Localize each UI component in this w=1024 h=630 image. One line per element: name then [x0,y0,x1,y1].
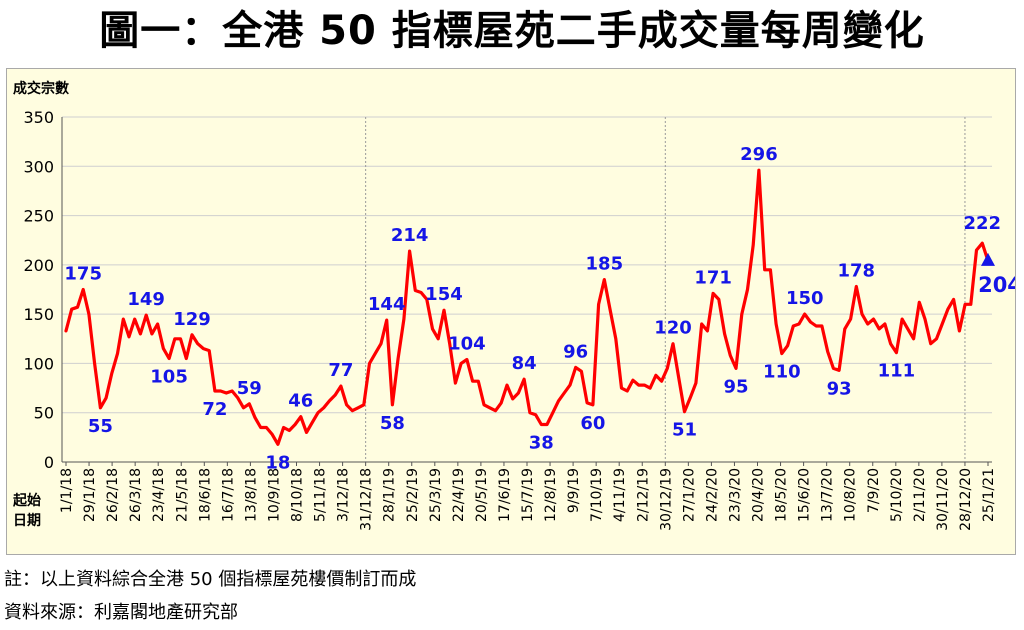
data-label: 93 [827,378,852,399]
x-tick-label: 12/8/19 [543,468,559,522]
y-tick-label: 300 [23,157,54,176]
data-label: 58 [380,413,405,434]
x-tick-label: 18/5/20 [774,468,790,522]
y-tick-label: 150 [23,305,54,324]
data-label: 171 [694,267,732,288]
x-axis-label-group: 起始 日期 [12,492,41,529]
x-tick-label: 2/11/20 [912,468,928,522]
x-tick-label: 10/9/18 [266,468,282,522]
x-tick-label: 24/2/20 [704,468,720,522]
data-label: 175 [64,264,102,285]
x-tick-label: 26/2/18 [105,468,121,522]
x-tick-label: 10/8/20 [843,468,859,522]
x-tick-label: 7/9/20 [866,468,882,513]
x-tick-label: 27/1/20 [681,468,697,522]
x-axis-label-line2: 日期 [13,513,41,529]
data-label: 18 [265,452,290,473]
data-label: 59 [237,378,262,399]
y-tick-label: 100 [23,354,54,373]
x-tick-label: 8/10/18 [290,468,306,522]
footnote: 註：以上資料綜合全港 50 個指標屋苑樓價制訂而成 [4,569,417,590]
x-tick-label: 30/12/19 [658,468,674,531]
data-label: 110 [763,362,801,383]
x-axis-label-line1: 起始 [12,492,41,509]
x-tick-label: 13/7/20 [820,468,836,522]
x-tick-label: 28/12/20 [958,468,974,531]
y-tick-label: 50 [34,404,54,423]
data-label: 105 [150,367,188,388]
x-tick-label: 22/4/19 [451,468,467,522]
x-tick-label: 5/11/18 [313,468,329,522]
x-tick-label: 23/3/20 [727,468,743,522]
x-tick-label: 26/3/18 [128,468,144,522]
data-label: 55 [88,416,113,437]
x-tick-label: 15/6/20 [797,468,813,522]
data-label: 120 [654,318,692,339]
data-label: 84 [512,353,537,374]
data-label: 185 [586,254,624,275]
x-tick-label: 15/7/19 [520,468,536,522]
data-label: 95 [723,376,748,397]
data-label: 111 [878,361,916,382]
x-tick-label: 1/1/18 [59,468,75,513]
chart-title: 圖一：全港 50 指標屋苑二手成交量每周變化 [99,8,925,54]
x-tick-label: 25/2/19 [405,468,421,522]
x-tick-label: 20/4/20 [751,468,767,522]
x-tick-label: 5/10/20 [889,468,905,522]
x-tick-label: 16/7/18 [220,468,236,522]
data-label: 96 [563,341,588,362]
data-label: 129 [173,309,211,330]
x-tick-label: 18/6/18 [197,468,213,522]
x-tick-label: 9/9/19 [566,468,582,513]
x-tick-label: 23/4/18 [151,468,167,522]
x-tick-label: 31/12/18 [359,468,375,531]
chart-frame: 成交宗數 起始 日期 0 50 100 150 200 250 300 350 1/1/18 29… [6,68,1022,555]
data-label: 296 [740,144,778,165]
y-axis-label: 成交宗數 [13,80,69,97]
x-tick-label: 4/11/19 [612,468,628,522]
x-tick-label: 25/1/21 [981,468,997,522]
y-tick-label: 0 [44,453,54,472]
x-tick-label: 7/10/19 [589,468,605,522]
data-label: 222 [963,213,1001,234]
data-label: 38 [529,433,554,454]
x-tick-label: 29/1/18 [82,468,98,522]
data-label: 214 [391,225,429,246]
x-tick-label: 13/8/18 [243,468,259,522]
last-point-marker [981,252,995,266]
series-line [64,168,990,446]
y-tick-label: 350 [23,108,54,127]
line-chart: 成交宗數 起始 日期 0 50 100 150 200 250 300 350 1/1/18 29… [12,80,1022,531]
data-label: 178 [837,261,875,282]
y-tick-label: 200 [23,256,54,275]
data-label: 46 [288,391,313,412]
data-label: 104 [448,333,486,354]
x-tick-label: 2/12/19 [635,468,651,522]
x-tick-label: 25/3/19 [428,468,444,522]
y-tick-label: 250 [23,207,54,226]
source-note: 資料來源：利嘉閣地產研究部 [4,602,238,623]
data-label: 60 [580,413,605,434]
data-label: 77 [328,360,353,381]
data-label: 51 [672,420,697,441]
x-tick-label: 30/11/20 [935,468,951,531]
x-tick-label: 17/6/19 [497,468,513,522]
x-tick-label: 21/5/18 [174,468,190,522]
data-label: 150 [786,288,824,309]
data-label: 149 [127,289,165,310]
x-tick-label: 3/12/18 [336,468,352,522]
x-tick-label: 20/5/19 [474,468,490,522]
data-label: 154 [425,284,463,305]
x-tick-label: 28/1/19 [382,468,398,522]
data-label: 144 [368,294,406,315]
data-label: 72 [202,399,227,420]
data-label: 204 [978,273,1015,297]
